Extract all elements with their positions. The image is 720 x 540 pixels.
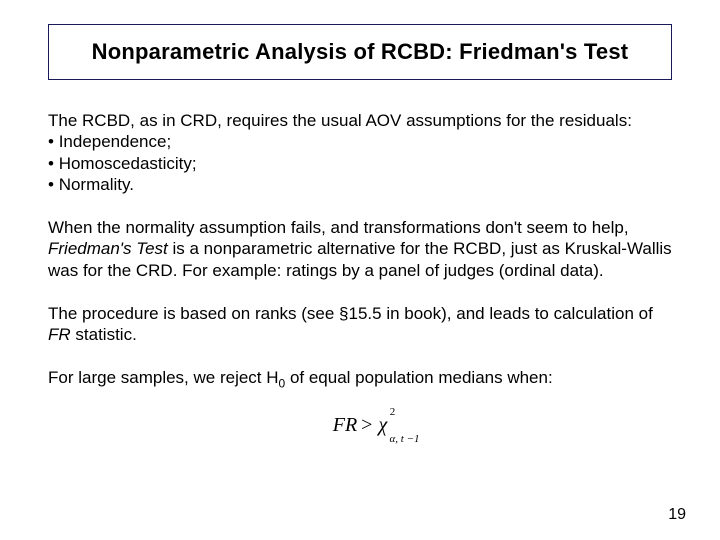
reject-paragraph: For large samples, we reject H0 of equal… [48,367,672,391]
formula: FR > χ 2 α, t −1 [48,414,672,437]
slide: Nonparametric Analysis of RCBD: Friedman… [0,0,720,540]
text-run: When the normality assumption fails, and… [48,218,629,237]
bullet-item: • Independence; [48,131,672,152]
page-title: Nonparametric Analysis of RCBD: Friedman… [61,39,659,65]
chi-symbol: χ [378,414,387,436]
text-run: of equal population medians when: [285,368,552,387]
text-run: The procedure is based on ranks (see §15… [48,304,653,323]
procedure-paragraph: The procedure is based on ranks (see §15… [48,303,672,346]
chi-superscript: 2 [390,406,396,418]
intro-lead: The RCBD, as in CRD, requires the usual … [48,110,672,131]
friedman-paragraph: When the normality assumption fails, and… [48,217,672,281]
bullet-text: Normality. [59,175,134,194]
formula-operator: > [361,414,372,437]
intro-block: The RCBD, as in CRD, requires the usual … [48,110,672,195]
bullet-text: Homoscedasticity; [59,154,197,173]
friedman-term: Friedman's Test [48,239,168,258]
page-number: 19 [668,506,686,524]
text-run: For large samples, we reject H [48,368,279,387]
fr-statistic-term: FR [48,325,71,344]
text-run: statistic. [71,325,137,344]
bullet-text: Independence; [59,132,172,151]
bullet-item: • Normality. [48,174,672,195]
chi-subscript: α, t −1 [389,433,419,445]
chi-squared: χ 2 α, t −1 [378,414,387,437]
title-box: Nonparametric Analysis of RCBD: Friedman… [48,24,672,80]
bullet-item: • Homoscedasticity; [48,153,672,174]
formula-lhs: FR [333,414,357,437]
